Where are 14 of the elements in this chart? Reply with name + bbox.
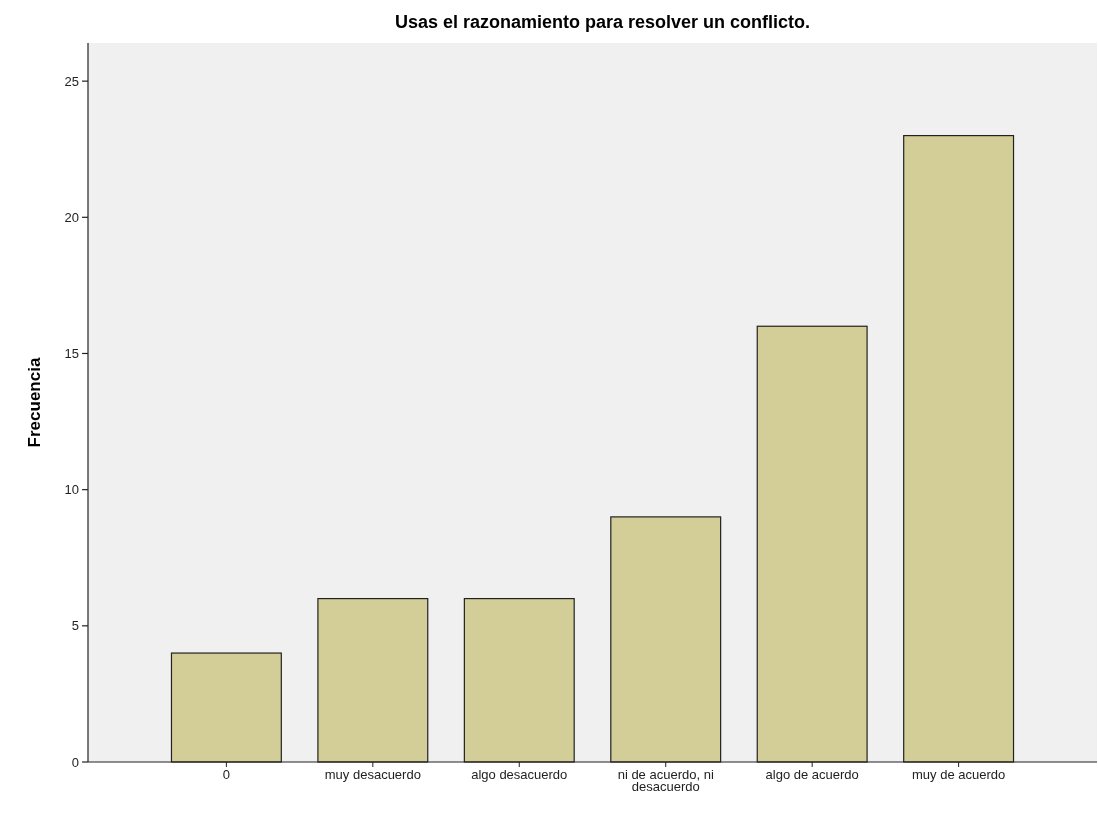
x-tick-label: muy desacuerdo — [324, 767, 421, 782]
y-tick-label: 10 — [64, 482, 79, 498]
chart-title: Usas el razonamiento para resolver un conflicto. — [394, 12, 811, 32]
y-tick-label: 20 — [64, 209, 79, 225]
y-axis-title: Frecuencia — [25, 357, 44, 448]
x-tick-label: ni de acuerdo, ni desacuerdo — [617, 767, 714, 794]
x-tick-label: algo desacuerdo — [471, 767, 568, 782]
y-tick-label: 5 — [71, 618, 79, 634]
y-tick-label: 0 — [71, 754, 79, 770]
y-tick-label: 25 — [64, 73, 79, 89]
x-tick-label: 0 — [222, 767, 231, 782]
x-tick-label: muy de acuerdo — [911, 767, 1006, 782]
y-tick-label: 15 — [64, 346, 79, 362]
x-tick-label: algo de acuerdo — [765, 767, 859, 782]
